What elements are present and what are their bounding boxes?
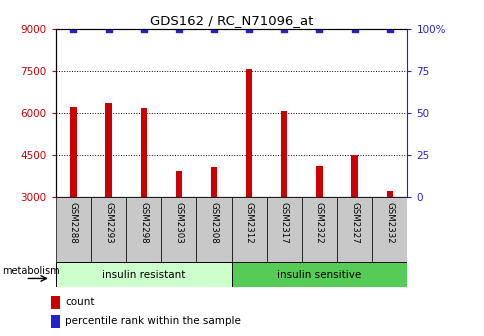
Bar	[126, 197, 161, 262]
Point	[69, 26, 77, 31]
Bar	[211, 167, 217, 197]
Text: insulin sensitive: insulin sensitive	[277, 270, 361, 280]
Text: insulin resistant: insulin resistant	[102, 270, 185, 280]
Text: GSM2293: GSM2293	[104, 202, 113, 243]
Bar	[161, 197, 196, 262]
Bar	[51, 296, 60, 309]
Text: GSM2327: GSM2327	[349, 202, 359, 244]
Text: count: count	[65, 297, 94, 307]
Bar	[231, 262, 407, 287]
Point	[245, 26, 253, 31]
Text: GSM2288: GSM2288	[69, 202, 78, 244]
Point	[105, 26, 112, 31]
Bar	[140, 109, 147, 197]
Bar	[316, 166, 322, 197]
Bar	[70, 107, 76, 197]
Bar	[372, 197, 407, 262]
Text: GSM2312: GSM2312	[244, 202, 253, 244]
Bar	[51, 315, 60, 328]
Bar	[351, 155, 357, 197]
Title: GDS162 / RC_N71096_at: GDS162 / RC_N71096_at	[150, 14, 313, 28]
Bar	[336, 197, 372, 262]
Bar	[196, 197, 231, 262]
Bar	[281, 111, 287, 197]
Bar	[245, 69, 252, 197]
Bar	[56, 197, 91, 262]
Point	[175, 26, 182, 31]
Text: percentile rank within the sample: percentile rank within the sample	[65, 316, 241, 326]
Bar	[56, 262, 231, 287]
Bar	[231, 197, 266, 262]
Text: GSM2303: GSM2303	[174, 202, 183, 244]
Bar	[301, 197, 336, 262]
Point	[210, 26, 217, 31]
Text: metabolism: metabolism	[2, 266, 60, 276]
Text: GSM2332: GSM2332	[384, 202, 393, 244]
Point	[139, 26, 147, 31]
Bar	[386, 191, 392, 197]
Point	[350, 26, 358, 31]
Text: GSM2308: GSM2308	[209, 202, 218, 244]
Bar	[175, 171, 182, 197]
Bar	[105, 103, 111, 197]
Bar	[91, 197, 126, 262]
Text: GSM2298: GSM2298	[139, 202, 148, 243]
Point	[280, 26, 287, 31]
Text: GSM2317: GSM2317	[279, 202, 288, 244]
Bar	[266, 197, 301, 262]
Point	[385, 26, 393, 31]
Text: GSM2322: GSM2322	[314, 202, 323, 244]
Point	[315, 26, 323, 31]
